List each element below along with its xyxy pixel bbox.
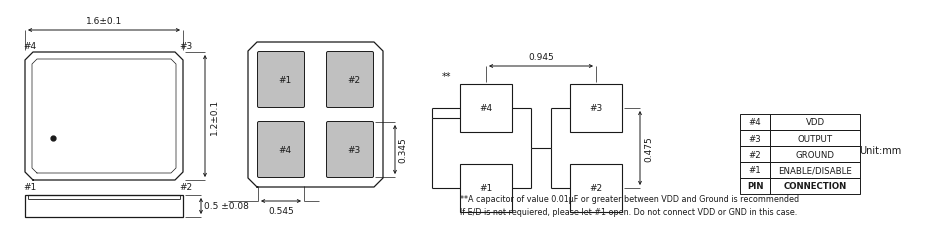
Text: #4: #4 [480,104,492,113]
Bar [770,146,860,162]
Text: #4: #4 [278,145,292,154]
Text: #1: #1 [480,184,493,193]
Text: #3: #3 [179,42,192,51]
Text: 1.2±0.1: 1.2±0.1 [210,99,219,135]
Bar [770,130,860,146]
Bar [740,146,770,162]
Bar [770,115,860,130]
Bar [460,85,512,132]
Text: 1.6±0.1: 1.6±0.1 [86,17,123,26]
Bar [740,162,770,178]
Text: #2: #2 [589,184,602,193]
Text: GROUND: GROUND [795,150,834,159]
Bar [460,164,512,212]
Bar [570,85,622,132]
Bar [770,162,860,178]
Text: #4: #4 [23,42,36,51]
Text: #1: #1 [23,182,36,191]
Text: PIN: PIN [747,182,763,191]
Text: If E/D is not requiered, please let #1 open. Do not connect VDD or GND in this c: If E/D is not requiered, please let #1 o… [460,208,797,216]
FancyBboxPatch shape [327,122,373,178]
Text: #2: #2 [749,150,761,159]
Text: Unit:mm: Unit:mm [859,145,902,155]
Text: ENABLE/DISABLE: ENABLE/DISABLE [778,166,852,175]
FancyBboxPatch shape [257,52,305,108]
Text: #1: #1 [749,166,761,175]
Bar [740,178,770,194]
Text: #3: #3 [348,145,361,154]
Text: 0.5 ±0.08: 0.5 ±0.08 [204,202,249,211]
FancyBboxPatch shape [327,52,373,108]
FancyBboxPatch shape [257,122,305,178]
Text: #4: #4 [749,118,761,127]
Bar [770,178,860,194]
Text: 0.345: 0.345 [398,137,407,163]
Text: #1: #1 [278,76,292,85]
Text: VDD: VDD [806,118,825,127]
Text: CONNECTION: CONNECTION [784,182,846,191]
Bar [740,115,770,130]
Text: #3: #3 [589,104,602,113]
Text: OUTPUT: OUTPUT [797,134,832,143]
Text: #2: #2 [179,182,192,191]
Text: 0.475: 0.475 [644,135,653,161]
Polygon shape [25,53,183,180]
Polygon shape [248,43,383,187]
Text: **A capacitor of value 0.01μF or greater between VDD and Ground is recommended: **A capacitor of value 0.01μF or greater… [460,195,799,204]
Text: #2: #2 [348,76,361,85]
Text: **: ** [442,72,451,82]
Bar [570,164,622,212]
Bar [25,195,183,217]
Bar [740,130,770,146]
Text: 0.545: 0.545 [268,206,294,215]
Text: 0.945: 0.945 [528,53,554,62]
Text: #3: #3 [749,134,761,143]
